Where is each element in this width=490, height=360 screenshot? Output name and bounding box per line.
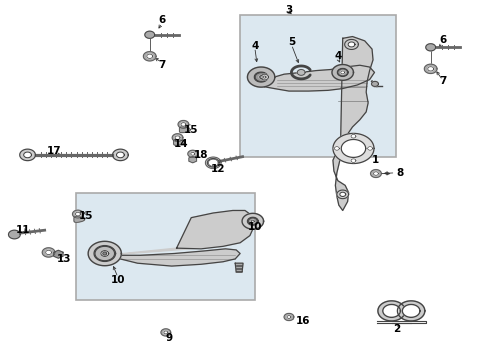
Polygon shape xyxy=(428,67,434,71)
Polygon shape xyxy=(251,220,254,222)
Polygon shape xyxy=(54,250,63,258)
Polygon shape xyxy=(88,241,122,266)
Polygon shape xyxy=(259,76,263,78)
Text: 7: 7 xyxy=(158,60,166,70)
Polygon shape xyxy=(248,218,257,225)
Polygon shape xyxy=(188,150,197,157)
Polygon shape xyxy=(351,134,356,138)
Polygon shape xyxy=(175,136,180,139)
Polygon shape xyxy=(208,159,218,166)
Polygon shape xyxy=(106,211,255,266)
Polygon shape xyxy=(297,69,305,75)
Polygon shape xyxy=(42,248,55,257)
Polygon shape xyxy=(378,301,405,321)
Polygon shape xyxy=(383,305,400,318)
Text: 3: 3 xyxy=(285,5,293,15)
Polygon shape xyxy=(344,40,358,49)
Polygon shape xyxy=(424,64,437,73)
Polygon shape xyxy=(161,329,171,336)
Polygon shape xyxy=(337,190,348,199)
Polygon shape xyxy=(341,139,366,157)
Text: 11: 11 xyxy=(15,225,30,235)
Polygon shape xyxy=(75,212,80,216)
Polygon shape xyxy=(338,69,347,76)
Polygon shape xyxy=(179,127,190,133)
Polygon shape xyxy=(117,152,124,158)
Text: 6: 6 xyxy=(158,15,166,26)
Polygon shape xyxy=(332,64,353,80)
Polygon shape xyxy=(254,72,268,82)
Polygon shape xyxy=(265,65,374,91)
Text: 12: 12 xyxy=(211,164,225,174)
Polygon shape xyxy=(287,316,291,319)
Polygon shape xyxy=(145,31,155,39)
Polygon shape xyxy=(74,217,85,222)
Polygon shape xyxy=(333,134,374,163)
Polygon shape xyxy=(181,123,186,126)
Polygon shape xyxy=(334,147,339,150)
Text: 2: 2 xyxy=(393,324,400,334)
Text: 15: 15 xyxy=(79,211,94,221)
Text: 10: 10 xyxy=(111,275,125,285)
Polygon shape xyxy=(147,54,153,58)
Text: 4: 4 xyxy=(251,41,258,50)
Polygon shape xyxy=(426,44,436,51)
Polygon shape xyxy=(178,121,189,129)
Polygon shape xyxy=(46,250,51,255)
Polygon shape xyxy=(113,149,128,161)
Polygon shape xyxy=(189,156,196,163)
Polygon shape xyxy=(95,246,115,261)
Text: 14: 14 xyxy=(174,139,189,149)
Text: 7: 7 xyxy=(439,76,446,86)
Text: 8: 8 xyxy=(396,168,404,178)
Polygon shape xyxy=(103,252,107,255)
Text: 10: 10 xyxy=(247,222,262,231)
Polygon shape xyxy=(370,170,381,177)
FancyBboxPatch shape xyxy=(76,193,255,300)
Polygon shape xyxy=(94,246,116,261)
FancyBboxPatch shape xyxy=(240,15,396,157)
Text: 18: 18 xyxy=(194,150,208,160)
Polygon shape xyxy=(255,73,267,81)
Polygon shape xyxy=(351,159,356,162)
Polygon shape xyxy=(247,67,275,87)
Text: 16: 16 xyxy=(296,316,311,325)
Polygon shape xyxy=(205,157,221,168)
Polygon shape xyxy=(368,147,372,150)
Polygon shape xyxy=(341,71,344,74)
Polygon shape xyxy=(207,158,219,167)
Polygon shape xyxy=(340,192,345,197)
Polygon shape xyxy=(263,76,266,78)
Text: 9: 9 xyxy=(166,333,173,343)
Polygon shape xyxy=(164,331,168,334)
Polygon shape xyxy=(397,301,425,321)
Polygon shape xyxy=(24,152,31,158)
Polygon shape xyxy=(8,230,20,239)
Polygon shape xyxy=(402,305,420,318)
Polygon shape xyxy=(261,74,269,80)
Polygon shape xyxy=(172,134,183,141)
Polygon shape xyxy=(235,263,243,272)
Polygon shape xyxy=(333,37,373,211)
Polygon shape xyxy=(371,81,378,86)
Polygon shape xyxy=(242,213,264,229)
Polygon shape xyxy=(247,217,258,225)
Text: 15: 15 xyxy=(184,125,198,135)
Polygon shape xyxy=(101,251,109,256)
Polygon shape xyxy=(20,149,35,161)
Polygon shape xyxy=(73,210,83,218)
Polygon shape xyxy=(337,68,348,76)
Text: 4: 4 xyxy=(334,51,342,61)
Text: 1: 1 xyxy=(372,155,379,165)
Polygon shape xyxy=(373,172,378,175)
Polygon shape xyxy=(191,152,195,155)
Polygon shape xyxy=(348,42,355,47)
Polygon shape xyxy=(284,314,294,320)
Text: 6: 6 xyxy=(439,35,446,45)
Polygon shape xyxy=(144,51,156,61)
Text: 5: 5 xyxy=(288,37,295,47)
Text: 17: 17 xyxy=(47,146,62,156)
Polygon shape xyxy=(173,139,184,145)
Text: 13: 13 xyxy=(57,254,72,264)
